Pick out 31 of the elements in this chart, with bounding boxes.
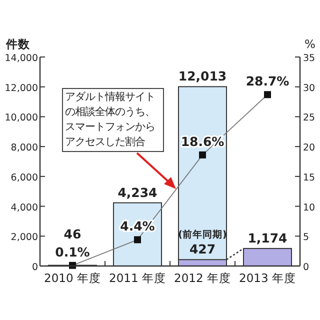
y2-tick-label: 35 — [303, 53, 316, 64]
y-tick-label: 4,000 — [10, 202, 38, 214]
data-label: 12,013 — [178, 68, 227, 84]
y2-axis-title: % — [304, 37, 316, 51]
data-label: 28.7% — [246, 74, 290, 89]
y-tick-label: 8,000 — [10, 142, 38, 154]
y-tick-label: 2,000 — [10, 232, 38, 244]
y-tick-label: 14,000 — [4, 53, 38, 64]
data-label: 1,174 — [248, 230, 288, 246]
y2-tick-label: 0 — [303, 262, 310, 273]
y2-tick-label: 30 — [303, 82, 316, 94]
y2-tick-label: 5 — [303, 232, 310, 244]
x-tick-label: 2011 年度 — [109, 271, 166, 285]
y2-tick-label: 15 — [303, 172, 316, 184]
data-label: 427 — [189, 242, 216, 257]
y2-tick-label: 25 — [303, 112, 316, 124]
y-tick-label: 0 — [32, 262, 38, 273]
y2-tick-label: 20 — [303, 142, 316, 154]
annotation: アダルト情報サイトの相談全体のうち、スマートフォンからアクセスした割合 — [62, 88, 164, 152]
annotation: (前年同期) — [178, 228, 227, 241]
x-tick-label: 2013 年度 — [239, 271, 296, 285]
x-tick-label: 2012 年度 — [174, 271, 231, 285]
data-label: 4,234 — [118, 184, 158, 200]
data-label: 0.1% — [55, 244, 90, 260]
y-tick-label: 6,000 — [10, 172, 38, 184]
y2-tick-label: 10 — [303, 202, 316, 214]
data-label: 46 — [64, 226, 82, 242]
y-axis-title: 件数 — [5, 37, 31, 51]
x-tick-label: 2010 年度 — [44, 271, 101, 285]
y-tick-label: 12,000 — [4, 82, 38, 94]
y-tick-label: 10,000 — [4, 112, 38, 124]
